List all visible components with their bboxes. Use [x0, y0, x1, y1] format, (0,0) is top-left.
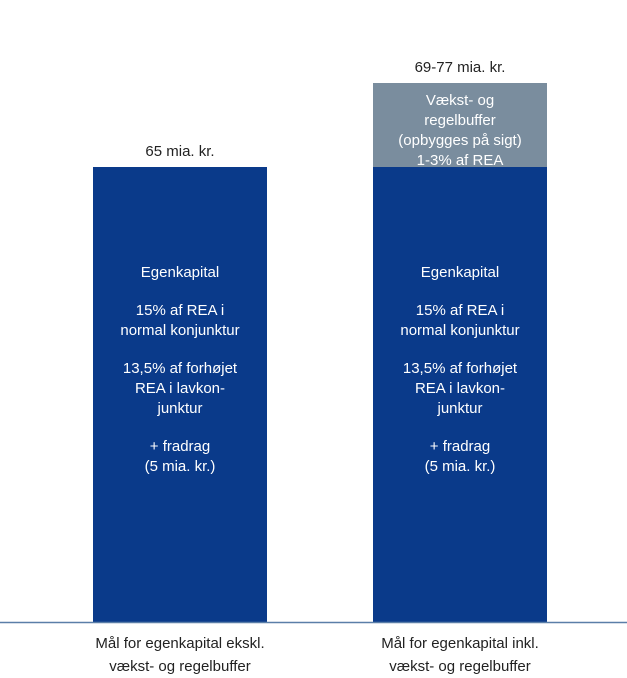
bar-1-segment-1 [373, 83, 547, 167]
buffer-text-1: Vækst- og regelbuffer (opbygges på sigt)… [398, 92, 522, 169]
equity-line-0-1: 15% af REA i normal konjunktur [120, 302, 240, 339]
equity-line-1-3: + fradrag (5 mia. kr.) [424, 438, 496, 475]
equity-text-1: Egenkapital 15% af REA i normal konjunkt… [373, 263, 547, 477]
equity-line-0-0: Egenkapital [140, 264, 220, 281]
bar-1-segment-0 [373, 167, 547, 622]
equity-line-0-3: + fradrag (5 mia. kr.) [144, 438, 216, 475]
equity-line-0-2: 13,5% af forhøjet REA i lavkon- junktur [122, 360, 238, 417]
equity-line-1-1: 15% af REA i normal konjunktur [400, 302, 520, 339]
equity-line-1-2: 13,5% af forhøjet REA i lavkon- junktur [402, 360, 518, 417]
total-label-1: 69-77 mia. kr. [414, 59, 506, 76]
total-label-0: 65 mia. kr. [145, 143, 215, 160]
category-label-1: Mål for egenkapital inkl. vækst- og rege… [381, 635, 539, 675]
equity-text-0: Egenkapital 15% af REA i normal konjunkt… [93, 263, 267, 477]
equity-line-1-0: Egenkapital [420, 264, 500, 281]
category-label-0: Mål for egenkapital ekskl. vækst- og reg… [95, 635, 265, 675]
bar-0-segment-0 [93, 167, 267, 622]
